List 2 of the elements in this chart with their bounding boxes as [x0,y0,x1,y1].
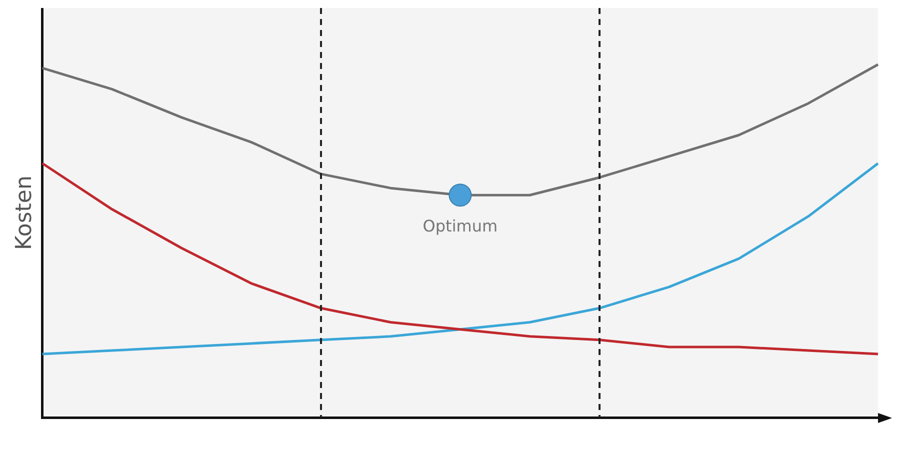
annotation: Optimum [422,216,498,236]
y-axis-title: Kosten [12,176,37,250]
